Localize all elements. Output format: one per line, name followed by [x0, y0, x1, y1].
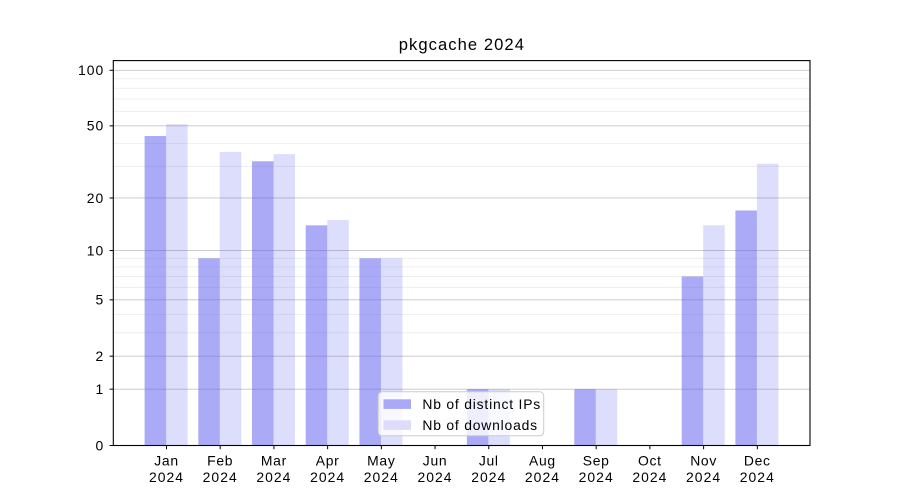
svg-text:Aug: Aug: [529, 452, 556, 468]
svg-text:Jul: Jul: [479, 452, 499, 468]
svg-text:May: May: [367, 452, 395, 468]
svg-text:2024: 2024: [632, 469, 667, 485]
svg-text:Jan: Jan: [154, 452, 179, 468]
svg-text:pkgcache 2024: pkgcache 2024: [399, 35, 525, 54]
svg-text:Sep: Sep: [583, 452, 610, 468]
svg-text:Nb of downloads: Nb of downloads: [422, 417, 537, 433]
svg-text:2024: 2024: [471, 469, 506, 485]
svg-text:2024: 2024: [310, 469, 345, 485]
svg-text:Nov: Nov: [690, 452, 717, 468]
svg-text:Dec: Dec: [744, 452, 771, 468]
svg-text:2024: 2024: [417, 469, 452, 485]
svg-text:Mar: Mar: [261, 452, 287, 468]
svg-text:5: 5: [96, 292, 105, 308]
svg-text:2024: 2024: [686, 469, 721, 485]
svg-text:2024: 2024: [740, 469, 775, 485]
svg-text:Nb of distinct IPs: Nb of distinct IPs: [422, 396, 541, 412]
svg-text:2024: 2024: [149, 469, 184, 485]
svg-text:2024: 2024: [525, 469, 560, 485]
svg-text:2024: 2024: [579, 469, 614, 485]
svg-text:10: 10: [87, 242, 105, 258]
svg-text:1: 1: [96, 381, 105, 397]
svg-text:2024: 2024: [203, 469, 238, 485]
svg-text:2: 2: [96, 348, 105, 364]
svg-text:Feb: Feb: [207, 452, 233, 468]
svg-text:2024: 2024: [364, 469, 399, 485]
svg-text:20: 20: [87, 190, 105, 206]
svg-text:100: 100: [78, 62, 104, 78]
svg-text:Oct: Oct: [638, 452, 662, 468]
svg-text:2024: 2024: [256, 469, 291, 485]
svg-text:Apr: Apr: [316, 452, 340, 468]
svg-text:0: 0: [96, 437, 105, 453]
svg-text:Jun: Jun: [423, 452, 448, 468]
svg-text:50: 50: [87, 118, 105, 134]
